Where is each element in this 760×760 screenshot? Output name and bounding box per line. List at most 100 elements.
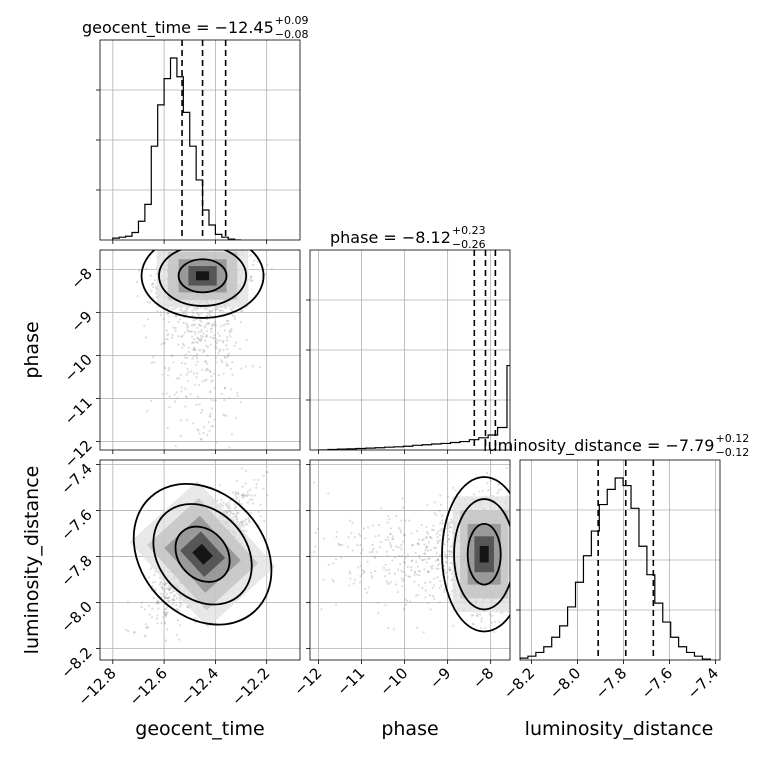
panel-geocent-time-vs-luminosity-distance-sample — [163, 596, 167, 599]
panel-geocent-time-vs-phase-sample — [154, 279, 157, 282]
panel-phase-vs-luminosity-distance-sample — [515, 506, 517, 508]
panel-phase-vs-luminosity-distance-sample — [449, 562, 452, 565]
panel-phase-vs-luminosity-distance-sample — [427, 557, 430, 560]
panel-phase-vs-luminosity-distance-sample — [422, 538, 425, 541]
panel-geocent-time-vs-phase-sample — [230, 327, 233, 331]
panel-geocent-time-vs-luminosity-distance-sample — [147, 604, 151, 608]
panel-geocent-time-vs-phase-sample — [186, 418, 189, 421]
panel-geocent-time-vs-phase-sample — [218, 350, 221, 353]
panel-geocent-time-vs-luminosity-distance-sample — [143, 634, 146, 637]
panel-geocent-time-vs-luminosity-distance-sample — [163, 620, 167, 624]
panel-geocent-time-vs-phase-sample — [225, 364, 228, 367]
panel-phase-vs-luminosity-distance-sample — [322, 578, 325, 581]
panel-geocent-time-vs-luminosity-distance-sample — [251, 502, 255, 505]
panel-geocent-time-vs-phase-sample — [261, 247, 263, 249]
panel-geocent-time-vs-phase-sample — [179, 318, 182, 321]
panel-phase-vs-luminosity-distance-sample — [439, 579, 442, 583]
panel-phase-vs-luminosity-distance-sample — [402, 560, 406, 564]
panel-phase-vs-luminosity-distance-sample — [511, 599, 513, 601]
panel-geocent-time-vs-phase-sample — [165, 329, 168, 332]
panel-geocent-time-vs-phase-sample — [214, 346, 217, 349]
panel-phase-vs-luminosity-distance-sample — [498, 620, 501, 623]
panel-geocent-time-vs-luminosity-distance-contour-3 — [132, 483, 273, 626]
panel-geocent-time-vs-luminosity-distance-sample — [236, 518, 239, 521]
panel-geocent-time-vs-phase-sample — [187, 346, 190, 349]
panel-phase-vs-luminosity-distance-sample — [410, 569, 413, 572]
panel-phase-vs-luminosity-distance-sample — [366, 560, 369, 563]
panel-phase-vs-luminosity-distance-sample — [446, 576, 449, 579]
panel-geocent-time-vs-phase-sample — [194, 333, 197, 336]
panel-geocent-time-vs-phase-sample — [223, 355, 226, 359]
panel-geocent-time-vs-luminosity-distance-sample — [153, 588, 156, 591]
panel-phase-vs-luminosity-distance-sample — [446, 549, 449, 553]
panel-geocent-time-vs-phase-sample — [179, 419, 182, 422]
panel-geocent-time-vs-phase-sample — [217, 475, 219, 477]
panel-geocent-time-vs-phase-sample — [251, 279, 254, 282]
panel-phase-vs-luminosity-distance-sample — [516, 562, 518, 564]
panel-phase-vs-luminosity-distance-sample — [387, 536, 390, 539]
panel-geocent-time-vs-phase-sample — [191, 309, 194, 312]
panel-geocent-time-vs-luminosity-distance-sample — [244, 469, 248, 472]
panel-geocent-time-vs-phase-sample — [213, 399, 216, 402]
panel-phase-vs-luminosity-distance-sample — [517, 570, 519, 572]
panel-geocent-time-vs-phase-sample — [267, 244, 269, 246]
panel-geocent-time-vs-phase-sample — [229, 308, 232, 311]
panel-phase-vs-luminosity-distance-sample — [478, 613, 482, 616]
panel-geocent-time-vs-phase-sample — [196, 311, 199, 315]
panel-geocent-time-vs-phase-sample — [183, 310, 186, 313]
panel-geocent-time-vs-phase-sample — [136, 295, 139, 298]
panel-geocent-time-vs-phase-sample — [166, 312, 169, 315]
panel-geocent-time-vs-phase-sample — [182, 241, 184, 243]
panel-geocent-time-vs-luminosity-distance-sample — [179, 598, 182, 602]
panel-phase-vs-luminosity-distance-sample — [418, 570, 421, 573]
panel-phase-vs-luminosity-distance-sample — [389, 532, 392, 536]
panel-phase-vs-luminosity-distance-sample — [447, 568, 450, 571]
panel-phase-vs-luminosity-distance-sample — [512, 544, 514, 546]
panel-geocent-time-vs-phase-sample — [227, 319, 230, 322]
panel-geocent-time-vs-luminosity-distance-sample — [257, 510, 260, 514]
panel-geocent-time-vs-phase-sample — [196, 326, 199, 329]
panel-phase-vs-luminosity-distance-sample — [521, 488, 523, 490]
panel-phase-vs-luminosity-distance-sample — [439, 494, 442, 497]
panel-phase-vs-luminosity-distance-sample — [491, 614, 494, 618]
panel-phase-vs-luminosity-distance-sample — [429, 548, 433, 552]
panel-geocent-time-vs-phase-sample — [192, 311, 195, 315]
panel-geocent-time-vs-luminosity-distance-sample — [177, 609, 180, 612]
panel-geocent-time-vs-phase-sample — [192, 319, 195, 322]
panel-geocent-time-vs-phase-sample — [231, 373, 234, 376]
panel-geocent-time-vs-phase-sample — [167, 312, 170, 315]
panel-geocent-time-vs-phase-sample — [206, 322, 209, 325]
panel-geocent-time-vs-phase-sample — [177, 335, 180, 338]
ytick-label-phase: −9 — [67, 307, 95, 335]
panel-geocent-time-vs-phase-sample — [230, 388, 233, 391]
panel-phase-vs-luminosity-distance-sample — [430, 567, 434, 570]
panel-geocent-time-vs-luminosity-distance-sample — [160, 592, 163, 595]
panel-phase-vs-luminosity-distance-sample — [417, 593, 420, 596]
panel-phase-vs-luminosity-distance-sample — [359, 574, 362, 578]
panel-geocent-time-vs-phase-sample — [191, 348, 194, 351]
panel-geocent-time-vs-phase-contour-1 — [177, 258, 228, 294]
panel-geocent-time-vs-phase-sample — [209, 327, 213, 331]
panel-phase-vs-luminosity-distance-sample — [513, 548, 515, 550]
panel-geocent-time-vs-phase-sample — [191, 341, 194, 344]
panel-phase-vs-luminosity-distance-sample — [427, 570, 430, 574]
panel-geocent-time-vs-phase-sample — [206, 354, 209, 357]
panel-geocent-time-vs-phase-sample — [213, 386, 216, 389]
panel-geocent-time-vs-phase-sample — [220, 225, 222, 227]
panel-geocent-time-vs-phase-sample — [231, 309, 234, 312]
panel-geocent-time-vs-luminosity-distance-sample — [244, 518, 248, 521]
panel-phase-vs-luminosity-distance-sample — [511, 567, 513, 569]
panel-phase-vs-luminosity-distance-sample — [391, 537, 395, 541]
panel-geocent-time-vs-phase-sample — [206, 345, 210, 349]
panel-geocent-time-vs-phase-sample — [215, 308, 218, 311]
panel-geocent-time-vs-luminosity-distance-sample — [240, 494, 243, 497]
panel-geocent-time-vs-phase-sample — [197, 429, 200, 432]
panel-geocent-time-vs-phase-sample — [214, 356, 218, 359]
panel-phase-vs-luminosity-distance-sample — [374, 535, 377, 538]
panel-luminosity-distance-hist-histogram — [520, 477, 711, 660]
panel-geocent-time-vs-phase-sample — [224, 307, 227, 310]
panel-geocent-time-vs-phase-sample — [204, 339, 207, 342]
panel-geocent-time-vs-phase-sample — [194, 318, 197, 321]
panel-geocent-time-vs-phase-sample — [200, 337, 204, 340]
panel-phase-vs-luminosity-distance-sample — [335, 535, 338, 538]
